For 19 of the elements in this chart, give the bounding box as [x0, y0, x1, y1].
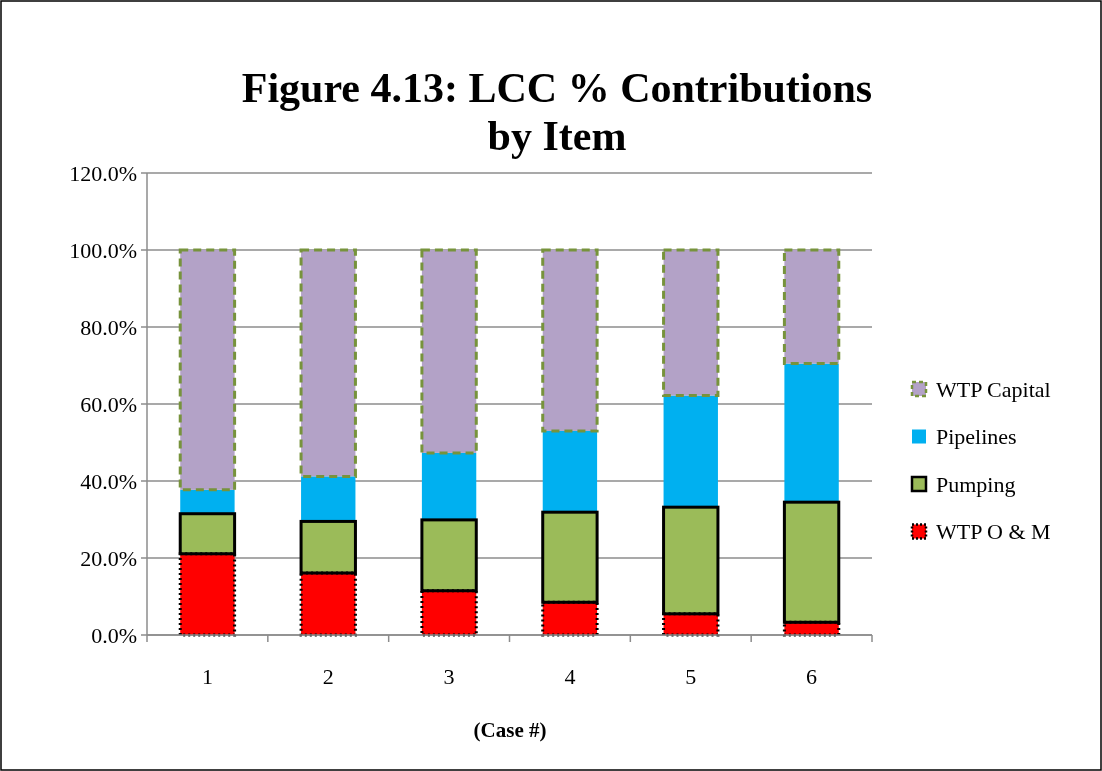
- y-tick-label: 80.0%: [80, 314, 137, 340]
- x-tick-label: 1: [201, 664, 213, 689]
- legend-label: Pumping: [936, 471, 1016, 497]
- x-tick-label: 2: [322, 664, 334, 689]
- x-tick-label: 3: [443, 664, 455, 689]
- y-tick-label: 40.0%: [80, 468, 137, 494]
- legend-label: WTP O & M: [936, 519, 1051, 545]
- y-tick-label: 0.0%: [91, 622, 137, 648]
- x-tick-label: 6: [806, 664, 818, 689]
- y-tick-label: 120.0%: [69, 160, 137, 186]
- y-tick-label: 60.0%: [80, 391, 137, 417]
- y-tick-label: 20.0%: [80, 545, 137, 571]
- y-tick-label: 100.0%: [69, 237, 137, 263]
- x-axis-title: (Case #): [473, 718, 547, 742]
- legend-label: WTP Capital: [936, 376, 1051, 402]
- chart-title: Figure 4.13: LCC % Contributions by Item: [241, 65, 873, 159]
- x-tick-label: 4: [564, 664, 576, 689]
- x-tick-label: 5: [685, 664, 697, 689]
- legend-label: Pipelines: [936, 424, 1017, 450]
